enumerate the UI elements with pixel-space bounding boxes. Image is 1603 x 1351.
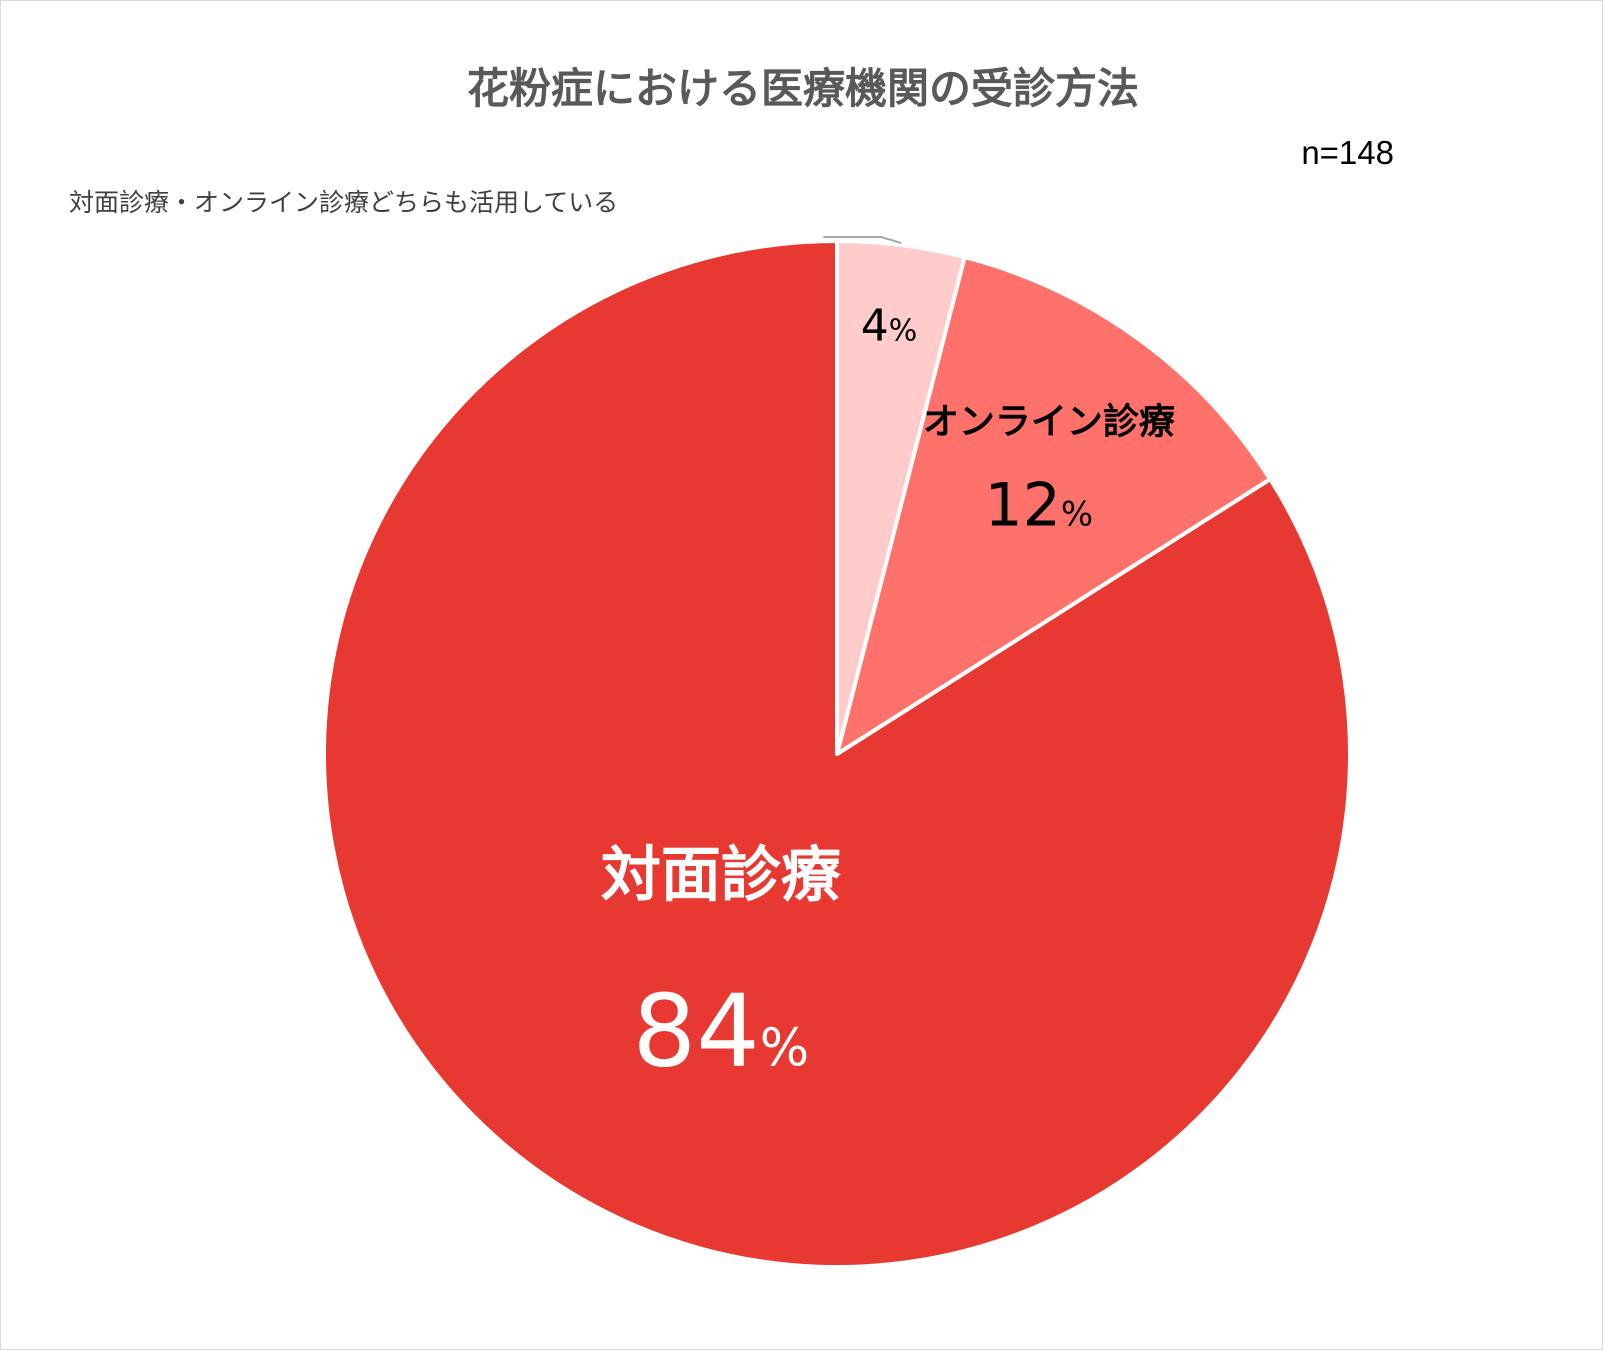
pie-slices (322, 239, 1352, 1269)
pie-slice-3 (835, 239, 967, 756)
slice-label-3: 対面診療・オンライン診療どちらも活用している (69, 188, 618, 217)
slice-label-1: 対面診療 (601, 840, 841, 910)
leader-line (823, 236, 902, 245)
slice-labels: 対面診療 84% オンライン診療 12% 4% 対面診療・オンライン診療どちらも活用してい… (69, 188, 1175, 1089)
sample-size-note: n=148 (1301, 134, 1394, 171)
slice-label-2: オンライン診療 (923, 401, 1175, 442)
slice-value-3: 4% (861, 300, 918, 351)
slice-value-1: 84% (633, 972, 810, 1089)
chart-title: 花粉症における医療機関の受診方法 (467, 64, 1139, 113)
pie-slice-2 (835, 255, 1273, 756)
slice-value-2: 12% (985, 470, 1094, 540)
